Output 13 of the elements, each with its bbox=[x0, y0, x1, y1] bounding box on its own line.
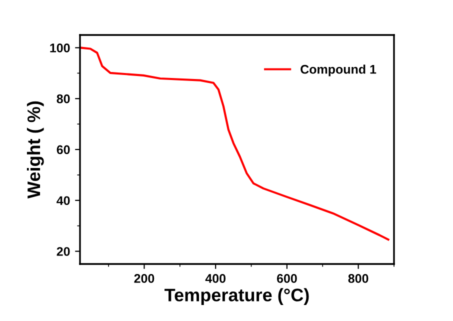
x-axis-title: Temperature (°C) bbox=[164, 288, 309, 305]
line-series bbox=[80, 46, 390, 241]
x-tick-label: 800 bbox=[348, 274, 368, 283]
y-axis-title: Weight ( %) bbox=[26, 101, 44, 198]
x-tick-label: 600 bbox=[276, 274, 297, 283]
legend-label: Compound 1 bbox=[300, 64, 376, 76]
y-tick-label: 60 bbox=[56, 145, 70, 154]
y-tick-label: 20 bbox=[56, 247, 70, 256]
y-tick-label: 80 bbox=[56, 94, 70, 104]
x-tick-label: 200 bbox=[134, 274, 154, 283]
y-tick-label: 100 bbox=[50, 44, 70, 52]
x-tick-label: 400 bbox=[205, 274, 226, 283]
y-tick-label: 40 bbox=[56, 196, 70, 206]
